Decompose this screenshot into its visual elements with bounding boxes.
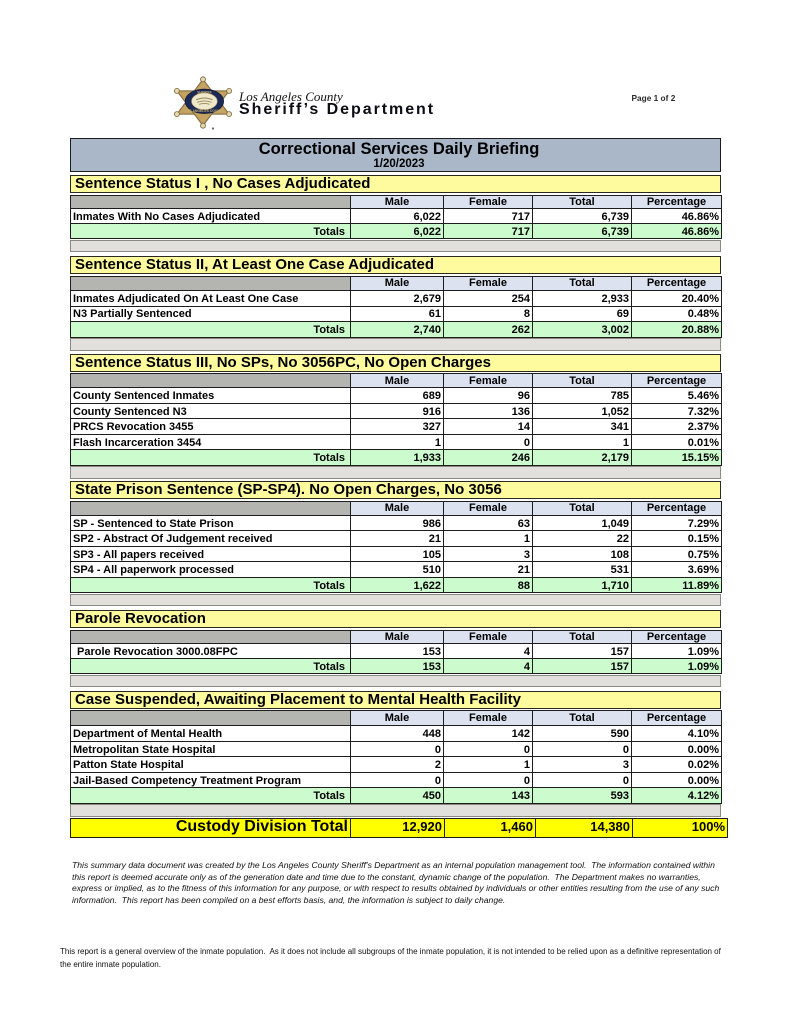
svg-text:SHERIFF: SHERIFF xyxy=(197,91,212,95)
svg-text:LOS ANGELES COUNTY: LOS ANGELES COUNTY xyxy=(185,109,225,113)
